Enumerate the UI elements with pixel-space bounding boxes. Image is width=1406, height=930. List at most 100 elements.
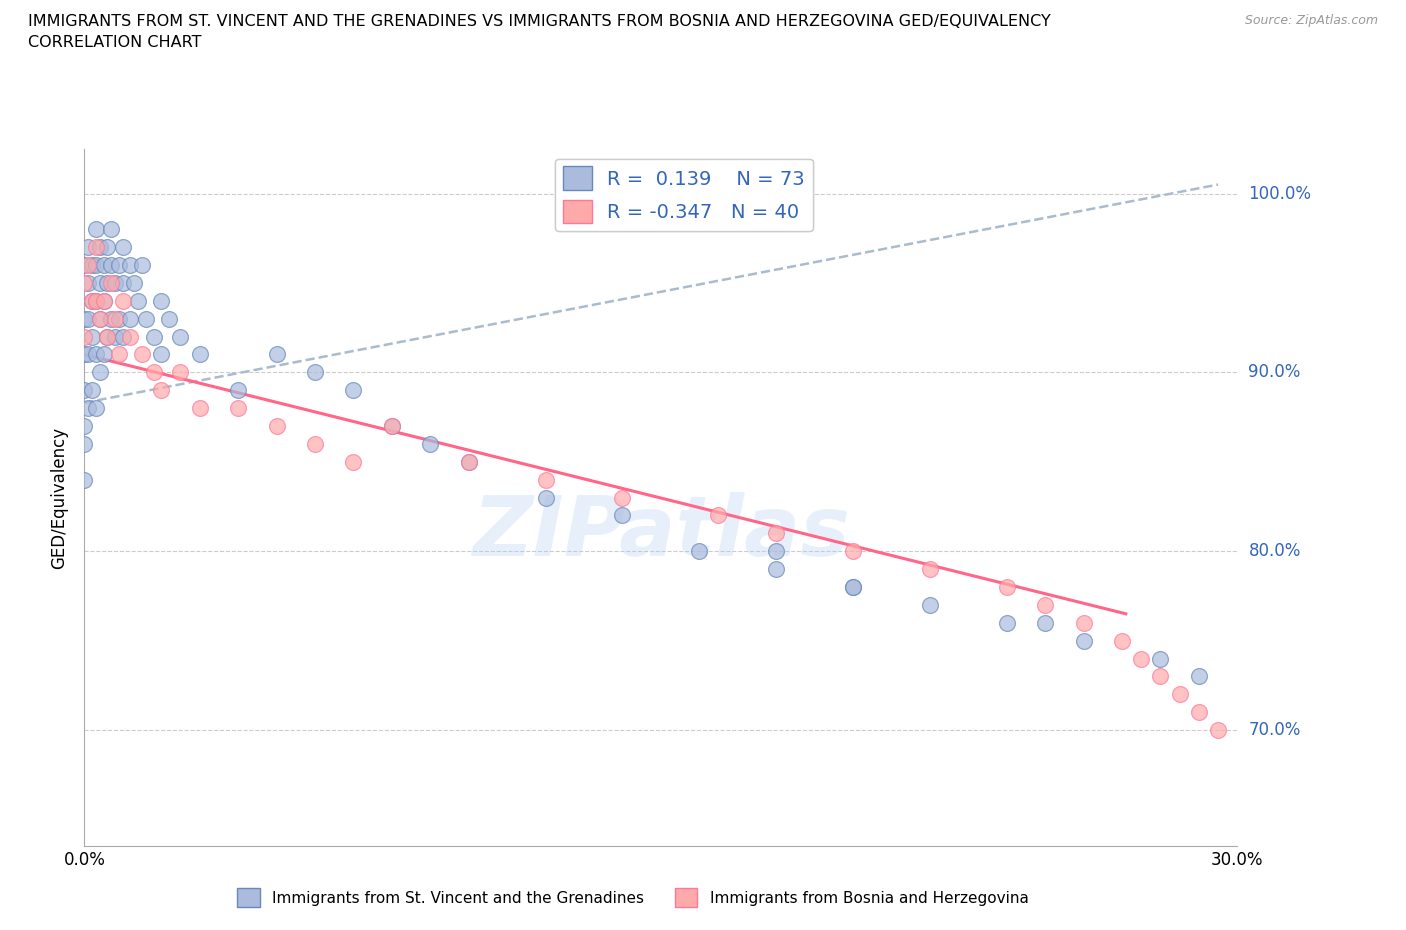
Point xyxy=(918,562,941,577)
Point xyxy=(96,329,118,344)
Point xyxy=(127,293,149,308)
Point xyxy=(534,490,557,505)
Point xyxy=(93,347,115,362)
Point xyxy=(1149,651,1171,666)
Point xyxy=(842,579,865,594)
Legend: Immigrants from St. Vincent and the Grenadines, Immigrants from Bosnia and Herze: Immigrants from St. Vincent and the Gren… xyxy=(231,883,1035,913)
Point xyxy=(111,329,134,344)
Point xyxy=(84,293,107,308)
Point xyxy=(124,275,146,290)
Point xyxy=(612,490,634,505)
Point xyxy=(142,365,165,379)
Point xyxy=(80,293,103,308)
Point xyxy=(111,275,134,290)
Point xyxy=(707,508,730,523)
Point xyxy=(1168,687,1191,702)
Point xyxy=(108,347,131,362)
Point xyxy=(84,401,107,416)
Text: 100.0%: 100.0% xyxy=(1249,184,1312,203)
Point xyxy=(304,365,326,379)
Point xyxy=(765,544,787,559)
Point xyxy=(93,293,115,308)
Point xyxy=(304,436,326,451)
Point xyxy=(135,312,157,326)
Text: 80.0%: 80.0% xyxy=(1249,542,1301,560)
Point xyxy=(89,312,111,326)
Point xyxy=(120,258,142,272)
Point xyxy=(73,383,96,398)
Point xyxy=(918,597,941,612)
Point xyxy=(93,293,115,308)
Point xyxy=(104,312,127,326)
Text: Source: ZipAtlas.com: Source: ZipAtlas.com xyxy=(1244,14,1378,27)
Point xyxy=(188,401,211,416)
Point xyxy=(77,258,100,272)
Point xyxy=(84,222,107,237)
Point xyxy=(1149,669,1171,684)
Point xyxy=(77,312,100,326)
Point xyxy=(688,544,710,559)
Point xyxy=(77,401,100,416)
Point xyxy=(80,293,103,308)
Point xyxy=(842,579,865,594)
Y-axis label: GED/Equivalency: GED/Equivalency xyxy=(51,427,69,568)
Point xyxy=(73,275,96,290)
Point xyxy=(342,383,364,398)
Point xyxy=(73,258,96,272)
Point xyxy=(1033,616,1056,631)
Point xyxy=(77,347,100,362)
Point xyxy=(80,329,103,344)
Point xyxy=(93,258,115,272)
Point xyxy=(995,616,1018,631)
Point xyxy=(131,347,153,362)
Point xyxy=(150,293,173,308)
Point xyxy=(89,275,111,290)
Point xyxy=(84,347,107,362)
Point xyxy=(266,418,288,433)
Point xyxy=(77,275,100,290)
Point xyxy=(73,472,96,487)
Point xyxy=(100,258,122,272)
Point xyxy=(100,222,122,237)
Point xyxy=(381,418,404,433)
Point xyxy=(73,436,96,451)
Text: CORRELATION CHART: CORRELATION CHART xyxy=(28,35,201,50)
Point xyxy=(995,579,1018,594)
Point xyxy=(150,383,173,398)
Point xyxy=(188,347,211,362)
Text: IMMIGRANTS FROM ST. VINCENT AND THE GRENADINES VS IMMIGRANTS FROM BOSNIA AND HER: IMMIGRANTS FROM ST. VINCENT AND THE GREN… xyxy=(28,14,1050,29)
Point xyxy=(80,383,103,398)
Point xyxy=(169,329,191,344)
Point xyxy=(534,472,557,487)
Point xyxy=(1073,633,1095,648)
Point xyxy=(419,436,441,451)
Text: 70.0%: 70.0% xyxy=(1249,721,1301,739)
Point xyxy=(120,329,142,344)
Point xyxy=(1188,705,1211,720)
Point xyxy=(73,347,96,362)
Point xyxy=(100,275,122,290)
Point xyxy=(1033,597,1056,612)
Point xyxy=(73,329,96,344)
Point xyxy=(96,275,118,290)
Point xyxy=(842,544,865,559)
Point xyxy=(100,312,122,326)
Point xyxy=(150,347,173,362)
Point xyxy=(96,240,118,255)
Text: ZIPatlas: ZIPatlas xyxy=(472,492,849,573)
Point xyxy=(765,525,787,540)
Point xyxy=(765,562,787,577)
Point xyxy=(120,312,142,326)
Text: 90.0%: 90.0% xyxy=(1249,364,1301,381)
Point xyxy=(1188,669,1211,684)
Point xyxy=(169,365,191,379)
Point xyxy=(1073,616,1095,631)
Point xyxy=(1206,723,1229,737)
Point xyxy=(111,240,134,255)
Point xyxy=(104,329,127,344)
Point xyxy=(77,240,100,255)
Point xyxy=(157,312,180,326)
Point xyxy=(381,418,404,433)
Point xyxy=(342,455,364,470)
Point xyxy=(73,312,96,326)
